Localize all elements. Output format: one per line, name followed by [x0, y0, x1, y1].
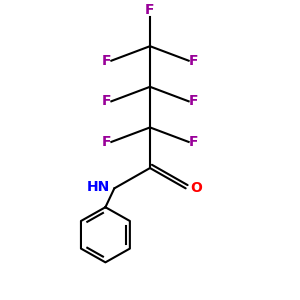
Text: F: F — [145, 3, 155, 17]
Text: O: O — [190, 182, 202, 195]
Text: F: F — [102, 94, 111, 108]
Text: F: F — [102, 54, 111, 68]
Text: F: F — [189, 135, 198, 149]
Text: HN: HN — [87, 180, 110, 194]
Text: F: F — [189, 54, 198, 68]
Text: F: F — [189, 94, 198, 108]
Text: F: F — [102, 135, 111, 149]
